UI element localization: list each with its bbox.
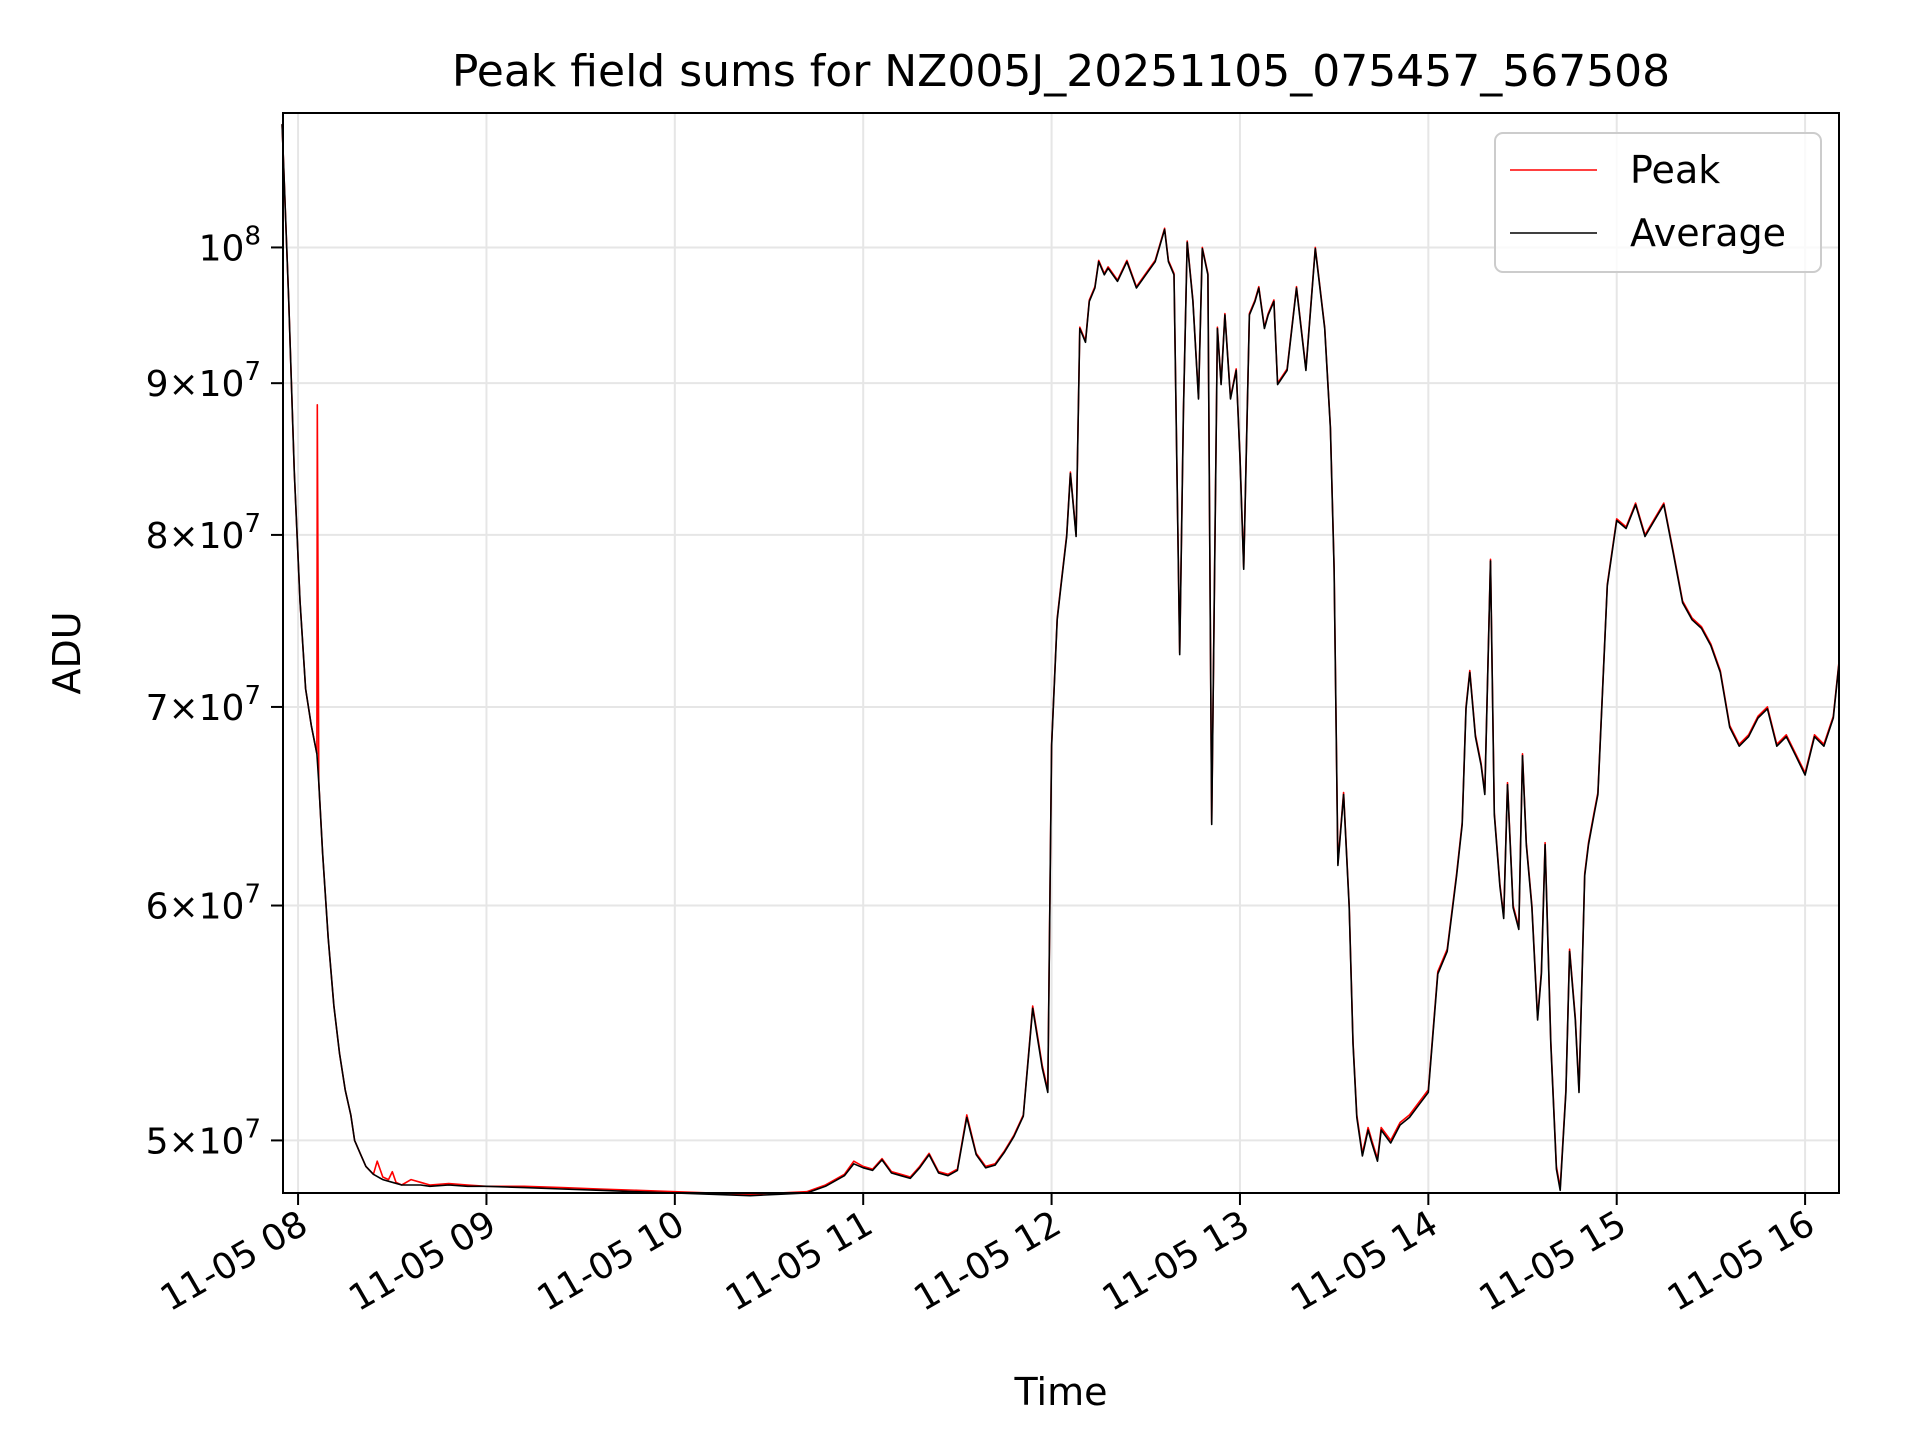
legend-box [1494, 132, 1822, 273]
y-axis-label: ADU [45, 611, 89, 694]
legend: Peak Average [1494, 132, 1822, 273]
chart-title: Peak field sums for NZ005J_20251105_0754… [452, 46, 1670, 97]
y-tick-label: 6×107 [146, 880, 261, 928]
series-line-average [281, 123, 1840, 1197]
y-tick-label: 7×107 [146, 681, 261, 729]
x-axis-label: Time [1014, 1370, 1108, 1414]
grid-layer [283, 113, 1839, 1193]
legend-label-peak: Peak [1630, 148, 1720, 192]
y-tick-label: 108 [199, 221, 261, 269]
series-layer [281, 123, 1840, 1197]
legend-label-average: Average [1630, 211, 1786, 255]
y-tick-label: 9×107 [146, 357, 261, 405]
plot-frame [282, 112, 1840, 1194]
y-tick-label: 5×107 [146, 1114, 261, 1162]
y-tick-label: 8×107 [146, 509, 261, 557]
